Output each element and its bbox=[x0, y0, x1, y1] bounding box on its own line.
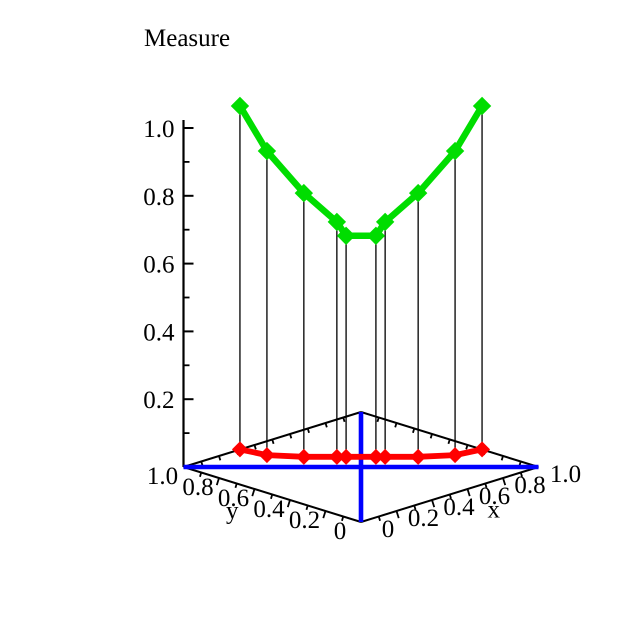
y-axis-major-tick bbox=[215, 477, 220, 486]
y-axis-name: y bbox=[226, 498, 239, 525]
x-axis-minor-tick bbox=[519, 472, 523, 478]
back-right-edge-tick bbox=[394, 422, 398, 428]
lower-series-marker bbox=[295, 448, 312, 465]
y-axis-tick-label: 0 bbox=[334, 518, 347, 545]
y-axis-major-tick bbox=[251, 488, 256, 497]
back-right-edge-tick bbox=[447, 439, 451, 445]
lower-series-marker bbox=[328, 448, 345, 465]
back-right-edge-tick bbox=[500, 455, 504, 461]
lower-series-marker bbox=[231, 441, 248, 458]
y-axis-tick-label: 0.2 bbox=[289, 507, 320, 534]
y-axis-tick-label: 0.4 bbox=[253, 496, 285, 523]
upper-series-marker bbox=[336, 226, 356, 246]
x-axis-minor-tick bbox=[413, 505, 417, 511]
upper-series-marker bbox=[327, 212, 347, 232]
upper-series-marker bbox=[375, 212, 395, 232]
back-left-edge-tick bbox=[342, 417, 346, 423]
y-axis-tick-label: 1.0 bbox=[147, 463, 178, 490]
x-axis-major-tick bbox=[395, 510, 400, 519]
upper-series-line bbox=[237, 104, 485, 240]
y-axis-tick-label: 0.8 bbox=[182, 474, 213, 501]
lower-series-marker bbox=[338, 448, 355, 465]
x-axis-tick-label: 0.6 bbox=[479, 483, 510, 510]
y-axis-minor-tick bbox=[341, 516, 345, 522]
back-left-edge-tick bbox=[306, 428, 310, 434]
back-left-edge-tick bbox=[324, 422, 328, 428]
lower-series-marker bbox=[447, 447, 464, 464]
z-axis-tick-label: 0.2 bbox=[143, 387, 174, 414]
back-right-edge-tick bbox=[412, 428, 416, 434]
y-axis-minor-tick bbox=[234, 483, 238, 489]
lower-series-marker bbox=[410, 448, 427, 465]
x-axis-tick-label: 0.8 bbox=[514, 472, 545, 499]
x-axis-major-tick bbox=[502, 477, 507, 486]
y-axis-tick-label: 0.6 bbox=[218, 485, 249, 512]
x-axis-tick-label: 0 bbox=[382, 516, 395, 543]
lower-series-line bbox=[239, 446, 483, 460]
back-left-edge-tick bbox=[271, 439, 275, 445]
lower-series-marker bbox=[258, 447, 275, 464]
upper-series-marker bbox=[472, 96, 492, 116]
back-left-edge-tick bbox=[253, 444, 257, 450]
x-axis-major-tick bbox=[466, 488, 471, 497]
y-axis-minor-tick bbox=[270, 494, 274, 500]
y-axis-minor-tick bbox=[199, 472, 203, 478]
x-axis-minor-tick bbox=[377, 516, 381, 522]
back-right-edge-tick bbox=[465, 444, 469, 450]
upper-series-marker bbox=[257, 141, 277, 161]
lower-series-marker bbox=[367, 448, 384, 465]
z-axis-tick-label: 0.6 bbox=[143, 252, 174, 279]
back-right-edge-tick bbox=[376, 417, 380, 423]
y-axis-major-tick bbox=[322, 510, 327, 519]
lower-series-marker bbox=[474, 441, 491, 458]
z-axis-tick-label: 0.8 bbox=[143, 184, 174, 211]
x-axis-minor-tick bbox=[484, 483, 488, 489]
x-axis-tick-label: 0.4 bbox=[443, 494, 475, 521]
back-left-edge-tick bbox=[218, 455, 222, 461]
upper-series-marker bbox=[408, 183, 428, 203]
upper-series-marker bbox=[294, 183, 314, 203]
back-left-edge-tick bbox=[289, 433, 293, 439]
y-axis-major-tick bbox=[286, 499, 291, 508]
x-axis-tick-label: 1.0 bbox=[550, 461, 581, 488]
chart-title: Measure bbox=[144, 25, 231, 52]
x-axis-minor-tick bbox=[448, 494, 452, 500]
x-axis-name: x bbox=[488, 497, 501, 524]
upper-series-marker bbox=[230, 96, 250, 116]
x-axis-tick-label: 0.2 bbox=[408, 505, 439, 532]
upper-series-marker bbox=[445, 141, 465, 161]
back-right-edge-tick bbox=[429, 433, 433, 439]
y-axis-minor-tick bbox=[305, 505, 309, 511]
x-axis-major-tick bbox=[431, 499, 436, 508]
lower-series-marker bbox=[377, 448, 394, 465]
z-axis-tick-label: 0.4 bbox=[143, 319, 175, 346]
upper-series-marker bbox=[366, 226, 386, 246]
z-axis-tick-label: 1.0 bbox=[143, 116, 174, 143]
